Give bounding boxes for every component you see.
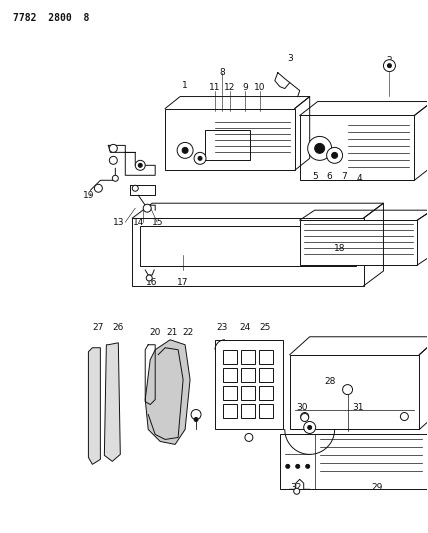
Circle shape bbox=[138, 163, 142, 167]
Bar bbox=[215, 340, 283, 430]
Text: 16: 16 bbox=[146, 278, 158, 287]
Bar bbox=[300, 220, 417, 265]
Text: 14: 14 bbox=[133, 217, 144, 227]
Text: 26: 26 bbox=[113, 324, 124, 332]
Bar bbox=[259, 403, 273, 417]
Bar bbox=[223, 368, 237, 382]
Circle shape bbox=[95, 184, 102, 192]
Bar bbox=[205, 131, 250, 160]
Circle shape bbox=[342, 385, 353, 394]
Bar bbox=[165, 109, 295, 171]
Bar bbox=[132, 218, 363, 286]
Circle shape bbox=[315, 143, 325, 154]
Text: 10: 10 bbox=[254, 83, 266, 92]
Circle shape bbox=[245, 433, 253, 441]
Circle shape bbox=[194, 152, 206, 164]
Polygon shape bbox=[104, 343, 120, 462]
Circle shape bbox=[387, 63, 392, 68]
Bar bbox=[280, 434, 427, 489]
Text: 25: 25 bbox=[259, 324, 270, 332]
Bar bbox=[223, 350, 237, 364]
Circle shape bbox=[286, 464, 290, 469]
Circle shape bbox=[198, 156, 202, 160]
Text: 13: 13 bbox=[113, 217, 124, 227]
Text: 18: 18 bbox=[334, 244, 345, 253]
Bar bbox=[241, 368, 255, 382]
Circle shape bbox=[109, 156, 117, 164]
Circle shape bbox=[135, 160, 145, 171]
Text: 29: 29 bbox=[372, 483, 383, 492]
Bar bbox=[290, 355, 419, 430]
Bar bbox=[223, 403, 237, 417]
Text: 1: 1 bbox=[182, 81, 188, 90]
Text: 28: 28 bbox=[324, 377, 335, 386]
Bar bbox=[300, 116, 414, 180]
Circle shape bbox=[182, 148, 188, 154]
Bar bbox=[241, 385, 255, 400]
Circle shape bbox=[294, 488, 300, 494]
Text: 19: 19 bbox=[83, 191, 94, 200]
Bar bbox=[259, 368, 273, 382]
Polygon shape bbox=[145, 340, 190, 445]
Text: 32: 32 bbox=[290, 483, 301, 492]
Bar bbox=[241, 403, 255, 417]
Circle shape bbox=[306, 464, 310, 469]
Text: 23: 23 bbox=[216, 324, 228, 332]
Circle shape bbox=[112, 175, 118, 181]
Circle shape bbox=[191, 409, 201, 419]
Circle shape bbox=[304, 422, 316, 433]
Circle shape bbox=[132, 185, 138, 191]
Text: 11: 11 bbox=[209, 83, 221, 92]
Circle shape bbox=[143, 204, 151, 212]
Circle shape bbox=[301, 413, 309, 421]
Circle shape bbox=[308, 136, 332, 160]
Circle shape bbox=[383, 60, 395, 71]
Polygon shape bbox=[89, 348, 101, 464]
Text: 24: 24 bbox=[239, 324, 250, 332]
Circle shape bbox=[146, 275, 152, 281]
Text: 3: 3 bbox=[287, 54, 293, 63]
Text: 6: 6 bbox=[327, 172, 333, 181]
Circle shape bbox=[109, 144, 117, 152]
Text: 21: 21 bbox=[166, 328, 178, 337]
Text: 20: 20 bbox=[149, 328, 161, 337]
Bar bbox=[223, 385, 237, 400]
Text: 22: 22 bbox=[182, 328, 194, 337]
Bar bbox=[241, 350, 255, 364]
Text: 8: 8 bbox=[219, 68, 225, 77]
Text: 15: 15 bbox=[152, 217, 164, 227]
Text: 30: 30 bbox=[296, 403, 307, 412]
Circle shape bbox=[327, 148, 342, 163]
Circle shape bbox=[301, 414, 309, 422]
Text: 7782  2800  8: 7782 2800 8 bbox=[13, 13, 89, 23]
Text: 9: 9 bbox=[242, 83, 248, 92]
Text: 31: 31 bbox=[352, 403, 363, 412]
Bar bbox=[259, 385, 273, 400]
Bar bbox=[140, 226, 356, 266]
Circle shape bbox=[296, 464, 300, 469]
Text: 12: 12 bbox=[224, 83, 236, 92]
Text: 7: 7 bbox=[342, 172, 348, 181]
Text: 2: 2 bbox=[386, 56, 392, 65]
Circle shape bbox=[308, 425, 312, 430]
Circle shape bbox=[332, 152, 338, 158]
Circle shape bbox=[400, 413, 408, 421]
Text: 17: 17 bbox=[177, 278, 189, 287]
Bar bbox=[259, 350, 273, 364]
Text: 5: 5 bbox=[312, 172, 318, 181]
Text: 4: 4 bbox=[357, 174, 363, 183]
Circle shape bbox=[194, 417, 198, 422]
Circle shape bbox=[177, 142, 193, 158]
Text: 27: 27 bbox=[93, 324, 104, 332]
